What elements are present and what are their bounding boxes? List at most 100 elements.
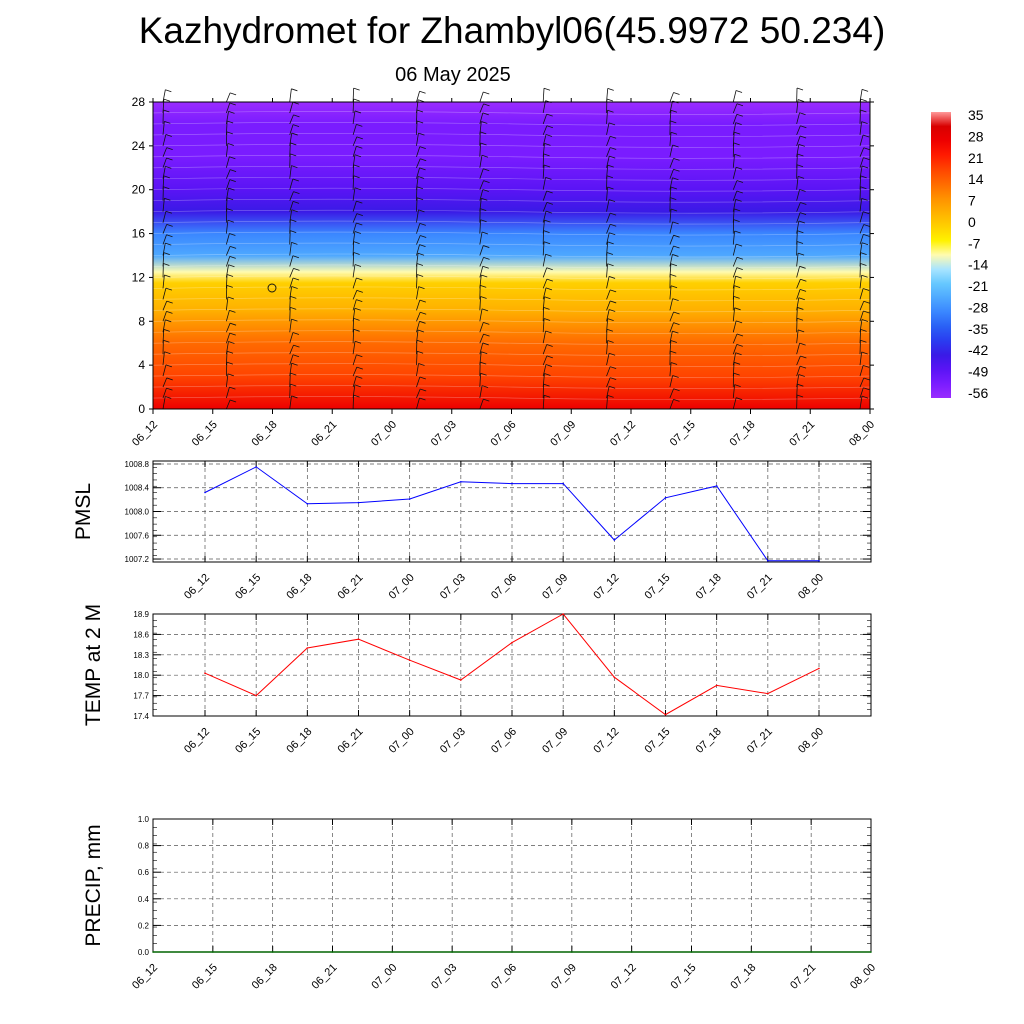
- wind-barb: [606, 147, 611, 157]
- wind-barb-flag: [734, 131, 741, 135]
- wind-barb: [542, 373, 545, 388]
- wind-barb-flag: [545, 364, 553, 367]
- data-point: [511, 482, 513, 485]
- wind-barb: [732, 257, 738, 267]
- wind-barb-flag: [293, 114, 300, 118]
- wind-barb-flag: [606, 175, 614, 179]
- wind-barb: [289, 178, 294, 190]
- wind-barb-flag: [483, 180, 490, 183]
- wind-barb: [289, 354, 294, 366]
- wind-barb-flag: [546, 125, 554, 129]
- colorbar-label: 28: [968, 128, 984, 144]
- wind-barb: [225, 102, 231, 114]
- wind-barb-flag: [670, 109, 678, 113]
- y-tick-label: 18.6: [133, 630, 149, 639]
- wind-barb: [416, 388, 421, 399]
- wind-barb: [669, 285, 672, 300]
- wind-barb: [796, 374, 800, 388]
- wind-barb: [796, 176, 799, 190]
- wind-barb-flag: [353, 241, 360, 244]
- wind-barb: [479, 142, 481, 157]
- wind-barb: [796, 220, 800, 234]
- wind-barb: [162, 351, 165, 366]
- wind-barb-flag: [545, 134, 553, 137]
- colorbar-label: -56: [968, 385, 988, 401]
- wind-barb: [416, 286, 419, 300]
- wind-barb: [859, 365, 864, 377]
- x-tick-label: 06_12: [182, 572, 212, 602]
- wind-barb: [859, 157, 864, 168]
- wind-barb: [606, 366, 611, 377]
- wind-barb: [289, 191, 294, 201]
- wind-barb: [542, 318, 545, 333]
- wind-barb-flag: [356, 222, 363, 226]
- wind-barb: [859, 198, 863, 212]
- wind-barb-flag: [545, 177, 552, 180]
- wind-barb-flag: [673, 234, 680, 238]
- wind-barb-flag: [354, 307, 361, 311]
- wind-barb: [796, 343, 801, 355]
- x-tick-label: 06_18: [250, 962, 280, 992]
- wind-barb-flag: [227, 296, 235, 300]
- wind-barb-flag: [353, 394, 360, 398]
- wind-barb-flag: [863, 233, 870, 237]
- contour-line: [152, 198, 871, 203]
- wind-barb-flag: [229, 399, 237, 403]
- wind-barb-flag: [546, 278, 553, 282]
- x-tick-label: 07_21: [745, 572, 775, 602]
- wind-barb: [796, 144, 800, 157]
- wind-barb-flag: [796, 317, 804, 321]
- wind-barb: [732, 307, 736, 322]
- wind-barb: [479, 219, 481, 234]
- wind-barb: [732, 397, 737, 410]
- wind-barb: [289, 286, 293, 300]
- wind-barb: [606, 110, 608, 124]
- wind-barb: [352, 264, 356, 278]
- y-tick-label: 1007.2: [125, 555, 150, 564]
- wind-barb: [732, 231, 735, 245]
- y-tick-label: 0.6: [138, 868, 150, 877]
- wind-barb: [352, 290, 358, 300]
- y-axis-label: PRECIP, mm: [82, 824, 105, 946]
- wind-barb-flag: [165, 89, 172, 93]
- colorbar-label: -35: [968, 321, 988, 337]
- wind-barb: [479, 257, 484, 267]
- wind-barb-flag: [290, 372, 297, 376]
- wind-barb-flag: [797, 383, 804, 387]
- wind-barb: [162, 121, 165, 135]
- wind-barb: [479, 342, 484, 355]
- wind-barb: [352, 124, 357, 136]
- wind-barb: [225, 332, 231, 344]
- contour-line: [152, 275, 871, 280]
- wind-barb: [669, 298, 674, 311]
- wind-barb-flag: [735, 275, 742, 279]
- wind-barb: [225, 111, 229, 124]
- wind-barb: [479, 198, 482, 212]
- wind-barb-flag: [483, 103, 490, 107]
- data-point: [460, 480, 462, 483]
- wind-barb-flag: [356, 200, 363, 204]
- wind-barb-flag: [672, 177, 679, 181]
- wind-barb-flag: [543, 164, 551, 168]
- wind-barb-flag: [797, 252, 805, 256]
- data-point: [767, 560, 769, 562]
- wind-barb-flag: [798, 220, 805, 224]
- wind-barb-flag: [798, 143, 805, 147]
- wind-barb-flag: [229, 169, 237, 173]
- wind-barb: [859, 319, 863, 333]
- wind-barb: [859, 288, 864, 300]
- wind-barb: [669, 263, 672, 278]
- colorbar-label: 14: [968, 171, 984, 187]
- precip-panel: 0.0 0.2 0.4 0.6 0.8 1.0 06_12 06_15 06_18 06_21 07…: [82, 815, 878, 992]
- wind-barb: [352, 136, 358, 147]
- wind-barb-flag: [543, 394, 551, 398]
- wind-barb-flag: [416, 339, 424, 343]
- data-point: [451, 951, 453, 953]
- wind-barb: [352, 308, 356, 322]
- wind-barb-flag: [798, 374, 805, 377]
- wind-barb: [606, 165, 609, 179]
- wind-barb-flag: [293, 344, 300, 348]
- wind-barb-flag: [670, 208, 678, 212]
- y-tick-label: 1008.0: [125, 508, 150, 517]
- contour-line: [152, 352, 871, 356]
